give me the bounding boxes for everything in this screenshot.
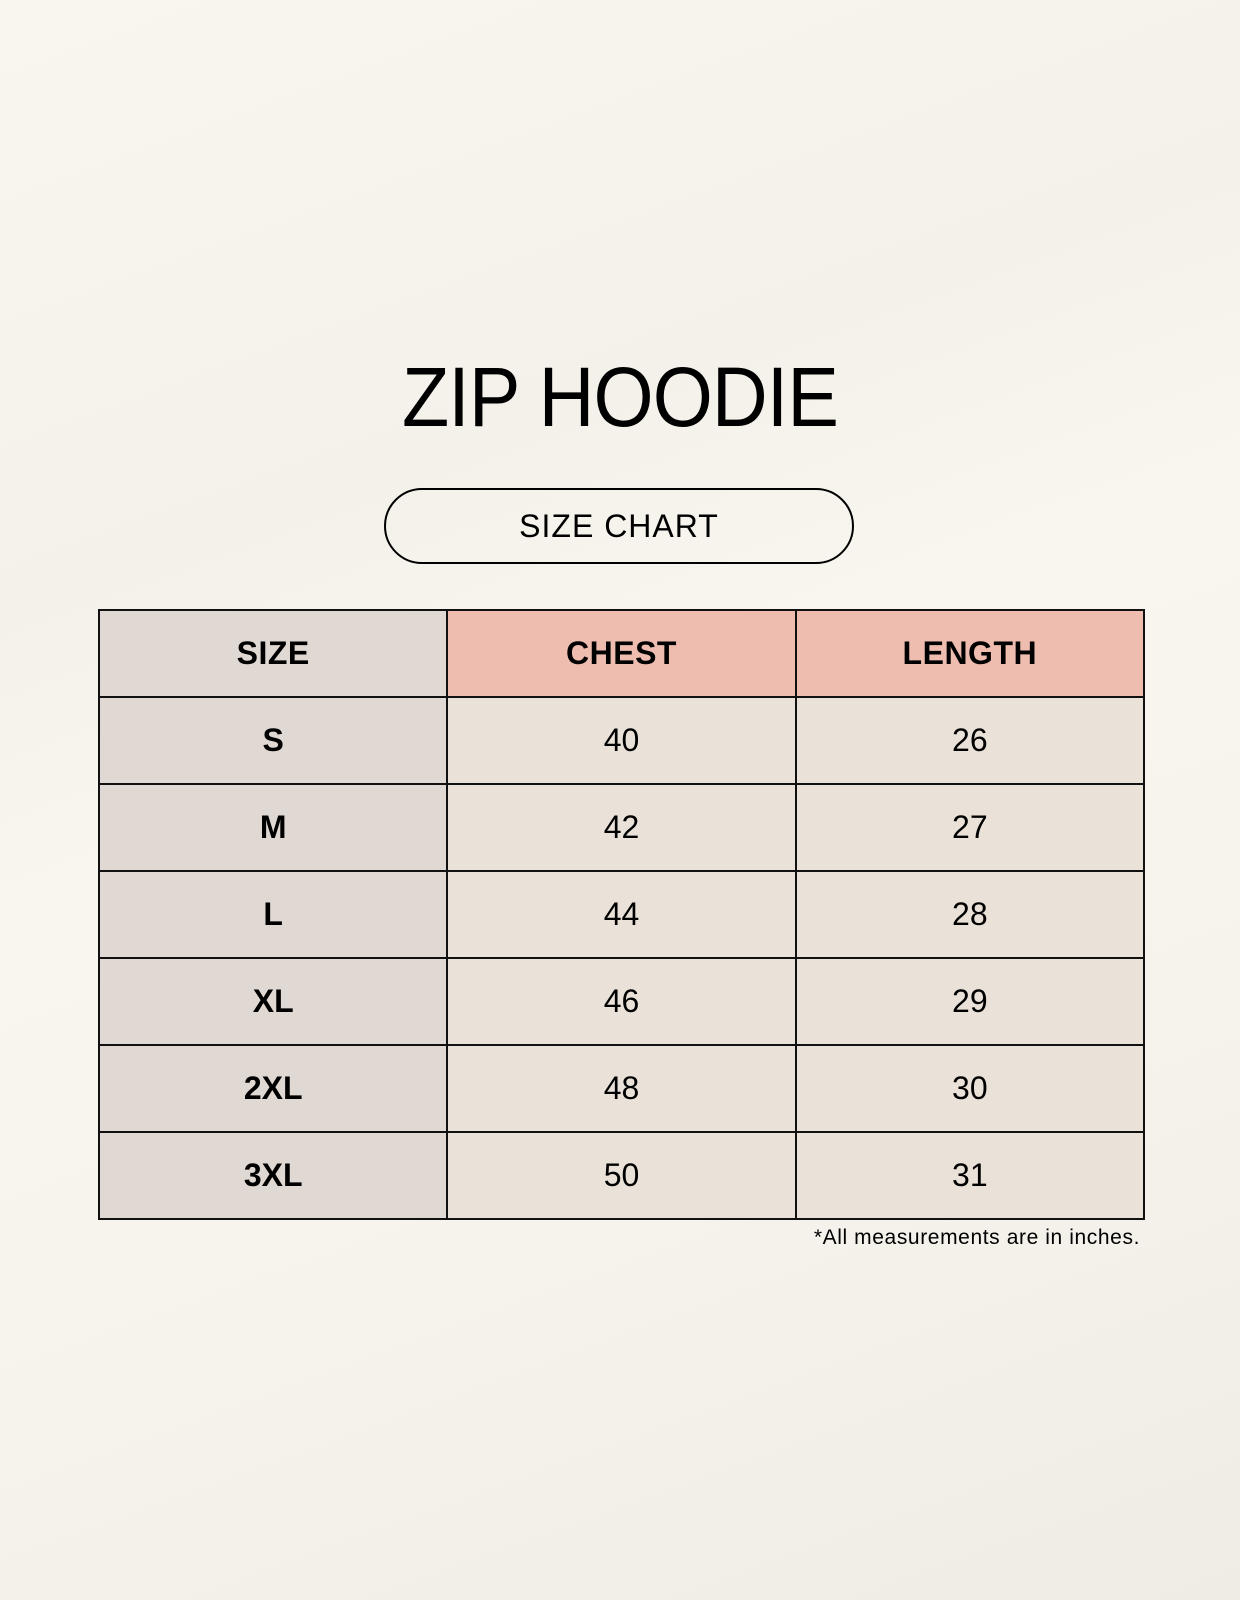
- size-cell: S: [97, 696, 449, 785]
- chest-cell: 50: [446, 1131, 797, 1220]
- table-row: 3XL 50 31: [97, 1131, 1146, 1220]
- length-cell: 30: [794, 1044, 1146, 1133]
- chest-cell: 42: [446, 783, 797, 872]
- size-cell: 2XL: [97, 1044, 449, 1133]
- table-row: S 40 26: [97, 696, 1146, 785]
- size-table: SIZE CHEST LENGTH S 40 26 M 42 27 L 44 2…: [97, 609, 1146, 1220]
- size-chart-label-text: SIZE CHART: [519, 507, 719, 544]
- length-cell: 29: [794, 957, 1146, 1046]
- header-length: LENGTH: [794, 609, 1146, 698]
- table-header-row: SIZE CHEST LENGTH: [97, 609, 1146, 698]
- chest-cell: 48: [446, 1044, 797, 1133]
- chest-cell: 44: [446, 870, 797, 959]
- chest-cell: 46: [446, 957, 797, 1046]
- size-cell: XL: [97, 957, 449, 1046]
- size-cell: 3XL: [97, 1131, 449, 1220]
- header-size: SIZE: [97, 609, 449, 698]
- chest-cell: 40: [446, 696, 797, 785]
- footnote: *All measurements are in inches.: [813, 1226, 1140, 1249]
- length-cell: 27: [794, 783, 1146, 872]
- table-row: L 44 28: [97, 870, 1146, 959]
- header-chest: CHEST: [446, 609, 797, 698]
- size-cell: L: [97, 870, 449, 959]
- table-row: M 42 27: [97, 783, 1146, 872]
- table-row: 2XL 48 30: [97, 1044, 1146, 1133]
- length-cell: 28: [794, 870, 1146, 959]
- length-cell: 31: [794, 1131, 1146, 1220]
- size-cell: M: [97, 783, 449, 872]
- size-chart-label: SIZE CHART: [384, 488, 854, 564]
- length-cell: 26: [794, 696, 1146, 785]
- table-row: XL 46 29: [97, 957, 1146, 1046]
- page-title: ZIP HOODIE: [402, 350, 839, 444]
